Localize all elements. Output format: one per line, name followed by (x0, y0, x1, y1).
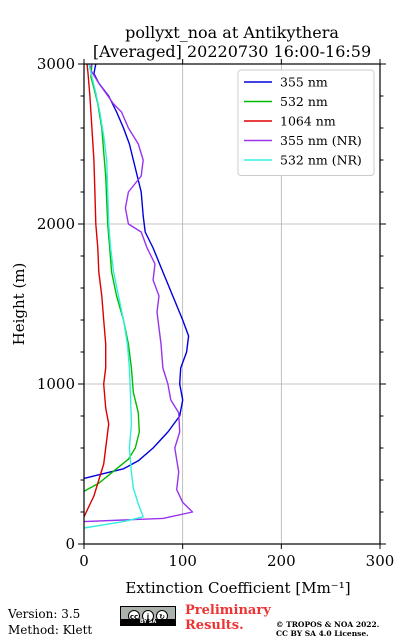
legend: 355 nm 532 nm 1064 nm 355 nm (NR) 532 nm (NR… (237, 69, 375, 176)
x-tick-label-0: 0 (79, 552, 89, 570)
legend-label-0: 355 nm (280, 75, 328, 90)
x-tick-label-300: 300 (366, 552, 395, 570)
title-line-2: [Averaged] 20220730 16:00-16:59 (93, 42, 371, 61)
x-tick-label-200: 200 (267, 552, 296, 570)
title-line-1: pollyxt_noa at Antikythera (125, 23, 339, 42)
y-tick-label-1000: 1000 (37, 375, 75, 393)
cc-license-icon: cc i ↻ BY SA (120, 606, 176, 626)
series-line-3 (83, 63, 194, 523)
x-tick-label-100: 100 (168, 552, 197, 570)
version-text: Version: 3.5 (8, 607, 81, 621)
footer-info: Version: 3.5 Method: Klett (8, 606, 92, 638)
legend-box (237, 69, 375, 176)
plot-frame (83, 63, 381, 545)
y-tick-label-0: 0 (65, 535, 75, 553)
legend-label-2: 1064 nm (280, 114, 336, 129)
copyright-text: © TROPOS & NOA 2022. CC BY SA 4.0 Licens… (276, 620, 380, 638)
x-axis-label: Extinction Coefficient [Mm⁻¹] (125, 579, 350, 597)
method-text: Method: Klett (8, 623, 93, 637)
series-line-0 (83, 63, 190, 480)
legend-label-1: 532 nm (280, 94, 328, 109)
legend-label-4: 532 nm (NR) (280, 153, 362, 168)
series-line-2 (83, 63, 110, 518)
extinction-chart: pollyxt_noa at Antikythera[Averaged] 202… (10, 23, 394, 597)
chart-title: pollyxt_noa at Antikythera[Averaged] 202… (93, 23, 371, 61)
series-lines (83, 63, 194, 529)
y-tick-label-3000: 3000 (37, 55, 75, 73)
axis-ticks (78, 59, 386, 549)
series-line-4 (83, 63, 144, 529)
legend-label-3: 355 nm (NR) (280, 133, 362, 148)
y-axis-label: Height (m) (10, 263, 28, 346)
preliminary-notice: Preliminary Results. (185, 603, 271, 633)
y-tick-label-2000: 2000 (37, 215, 75, 233)
